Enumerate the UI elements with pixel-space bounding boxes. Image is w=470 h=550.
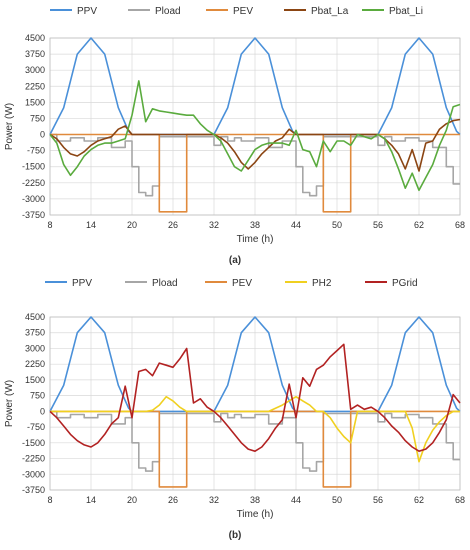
series-line-ph2 (50, 395, 460, 463)
y-tick-label: 750 (30, 391, 45, 401)
x-axis-title: Time (h) (237, 509, 274, 520)
legend-label-pev: PEV (233, 6, 253, 17)
chart-panel-2: 4500 3750 3000 2250 1500 750 0 -750 -1500 -2250 -3… (4, 278, 465, 541)
x-tick-label: 38 (250, 495, 260, 505)
y-tick-label: -750 (27, 146, 45, 156)
x-tick-label: 26 (168, 495, 178, 505)
panel-label: (a) (229, 255, 241, 266)
x-tick-label: 8 (47, 495, 52, 505)
y-tick-label: -3750 (22, 210, 45, 220)
x-tick-label: 50 (332, 220, 342, 230)
x-tick-label: 20 (127, 220, 137, 230)
legend-label-ph2: PH2 (312, 278, 332, 289)
y-axis-title: Power (W) (4, 380, 15, 427)
x-tick-label: 50 (332, 495, 342, 505)
y-tick-label: 4500 (25, 33, 45, 43)
series-line-ppv (49, 37, 461, 136)
y-tick-label: -750 (27, 422, 45, 432)
legend-label-ppv: PPV (77, 6, 97, 17)
x-tick-label: 56 (373, 220, 383, 230)
y-tick-label: -1500 (22, 438, 45, 448)
series-line-pload (50, 133, 460, 197)
y-tick-label: -3750 (22, 485, 45, 495)
y-tick-label: 4500 (25, 312, 45, 322)
x-tick-label: 14 (86, 495, 96, 505)
x-tick-label: 44 (291, 495, 301, 505)
x-tick-label: 62 (414, 220, 424, 230)
panel-label: (b) (229, 530, 242, 541)
y-tick-label: -2250 (22, 178, 45, 188)
y-tick-label: 3000 (25, 343, 45, 353)
x-tick-label: 68 (455, 495, 465, 505)
x-tick-label: 68 (455, 220, 465, 230)
y-tick-label: 1500 (25, 375, 45, 385)
y-tick-label: 1500 (25, 97, 45, 107)
series-line-pbat_la (49, 118, 461, 172)
legend-label-pload: Pload (155, 6, 181, 17)
x-axis-title: Time (h) (237, 234, 274, 245)
series-line-ppv (49, 316, 461, 413)
x-tick-label: 8 (47, 220, 52, 230)
y-tick-label: 2250 (25, 81, 45, 91)
x-tick-label: 44 (291, 220, 301, 230)
series-line-pev (50, 133, 460, 213)
y-tick-label: 0 (40, 406, 45, 416)
x-tick-label: 14 (86, 220, 96, 230)
y-tick-label: -3000 (22, 469, 45, 479)
y-tick-label: -2250 (22, 454, 45, 464)
x-tick-label: 26 (168, 220, 178, 230)
x-tick-label: 38 (250, 220, 260, 230)
x-tick-label: 56 (373, 495, 383, 505)
legend-label-pev: PEV (232, 278, 252, 289)
y-tick-label: 3750 (25, 49, 45, 59)
legend-label-ppv: PPV (72, 278, 92, 289)
y-tick-label: 0 (40, 130, 45, 140)
x-tick-label: 20 (127, 495, 137, 505)
series-line-pload (50, 410, 460, 472)
y-tick-label: 750 (30, 113, 45, 123)
x-tick-label: 32 (209, 495, 219, 505)
x-tick-label: 62 (414, 495, 424, 505)
y-axis-title: Power (W) (4, 103, 15, 150)
y-tick-label: 2250 (25, 359, 45, 369)
y-tick-label: -3000 (22, 194, 45, 204)
legend-label-pload: Pload (152, 278, 178, 289)
x-tick-label: 32 (209, 220, 219, 230)
legend-label-pgrid: PGrid (392, 278, 418, 289)
series-line-pgrid (49, 343, 461, 453)
y-tick-label: 3000 (25, 65, 45, 75)
series-line-pbat_li (49, 80, 461, 192)
legend-label-pbat_li: Pbat_Li (389, 6, 423, 17)
y-tick-label: -1500 (22, 162, 45, 172)
y-tick-label: 3750 (25, 328, 45, 338)
legend-label-pbat_la: Pbat_La (311, 6, 349, 17)
chart-panel-1: 4500 3750 3000 2250 1500 750 0 -750 -1500 -2250 -3… (4, 6, 465, 266)
